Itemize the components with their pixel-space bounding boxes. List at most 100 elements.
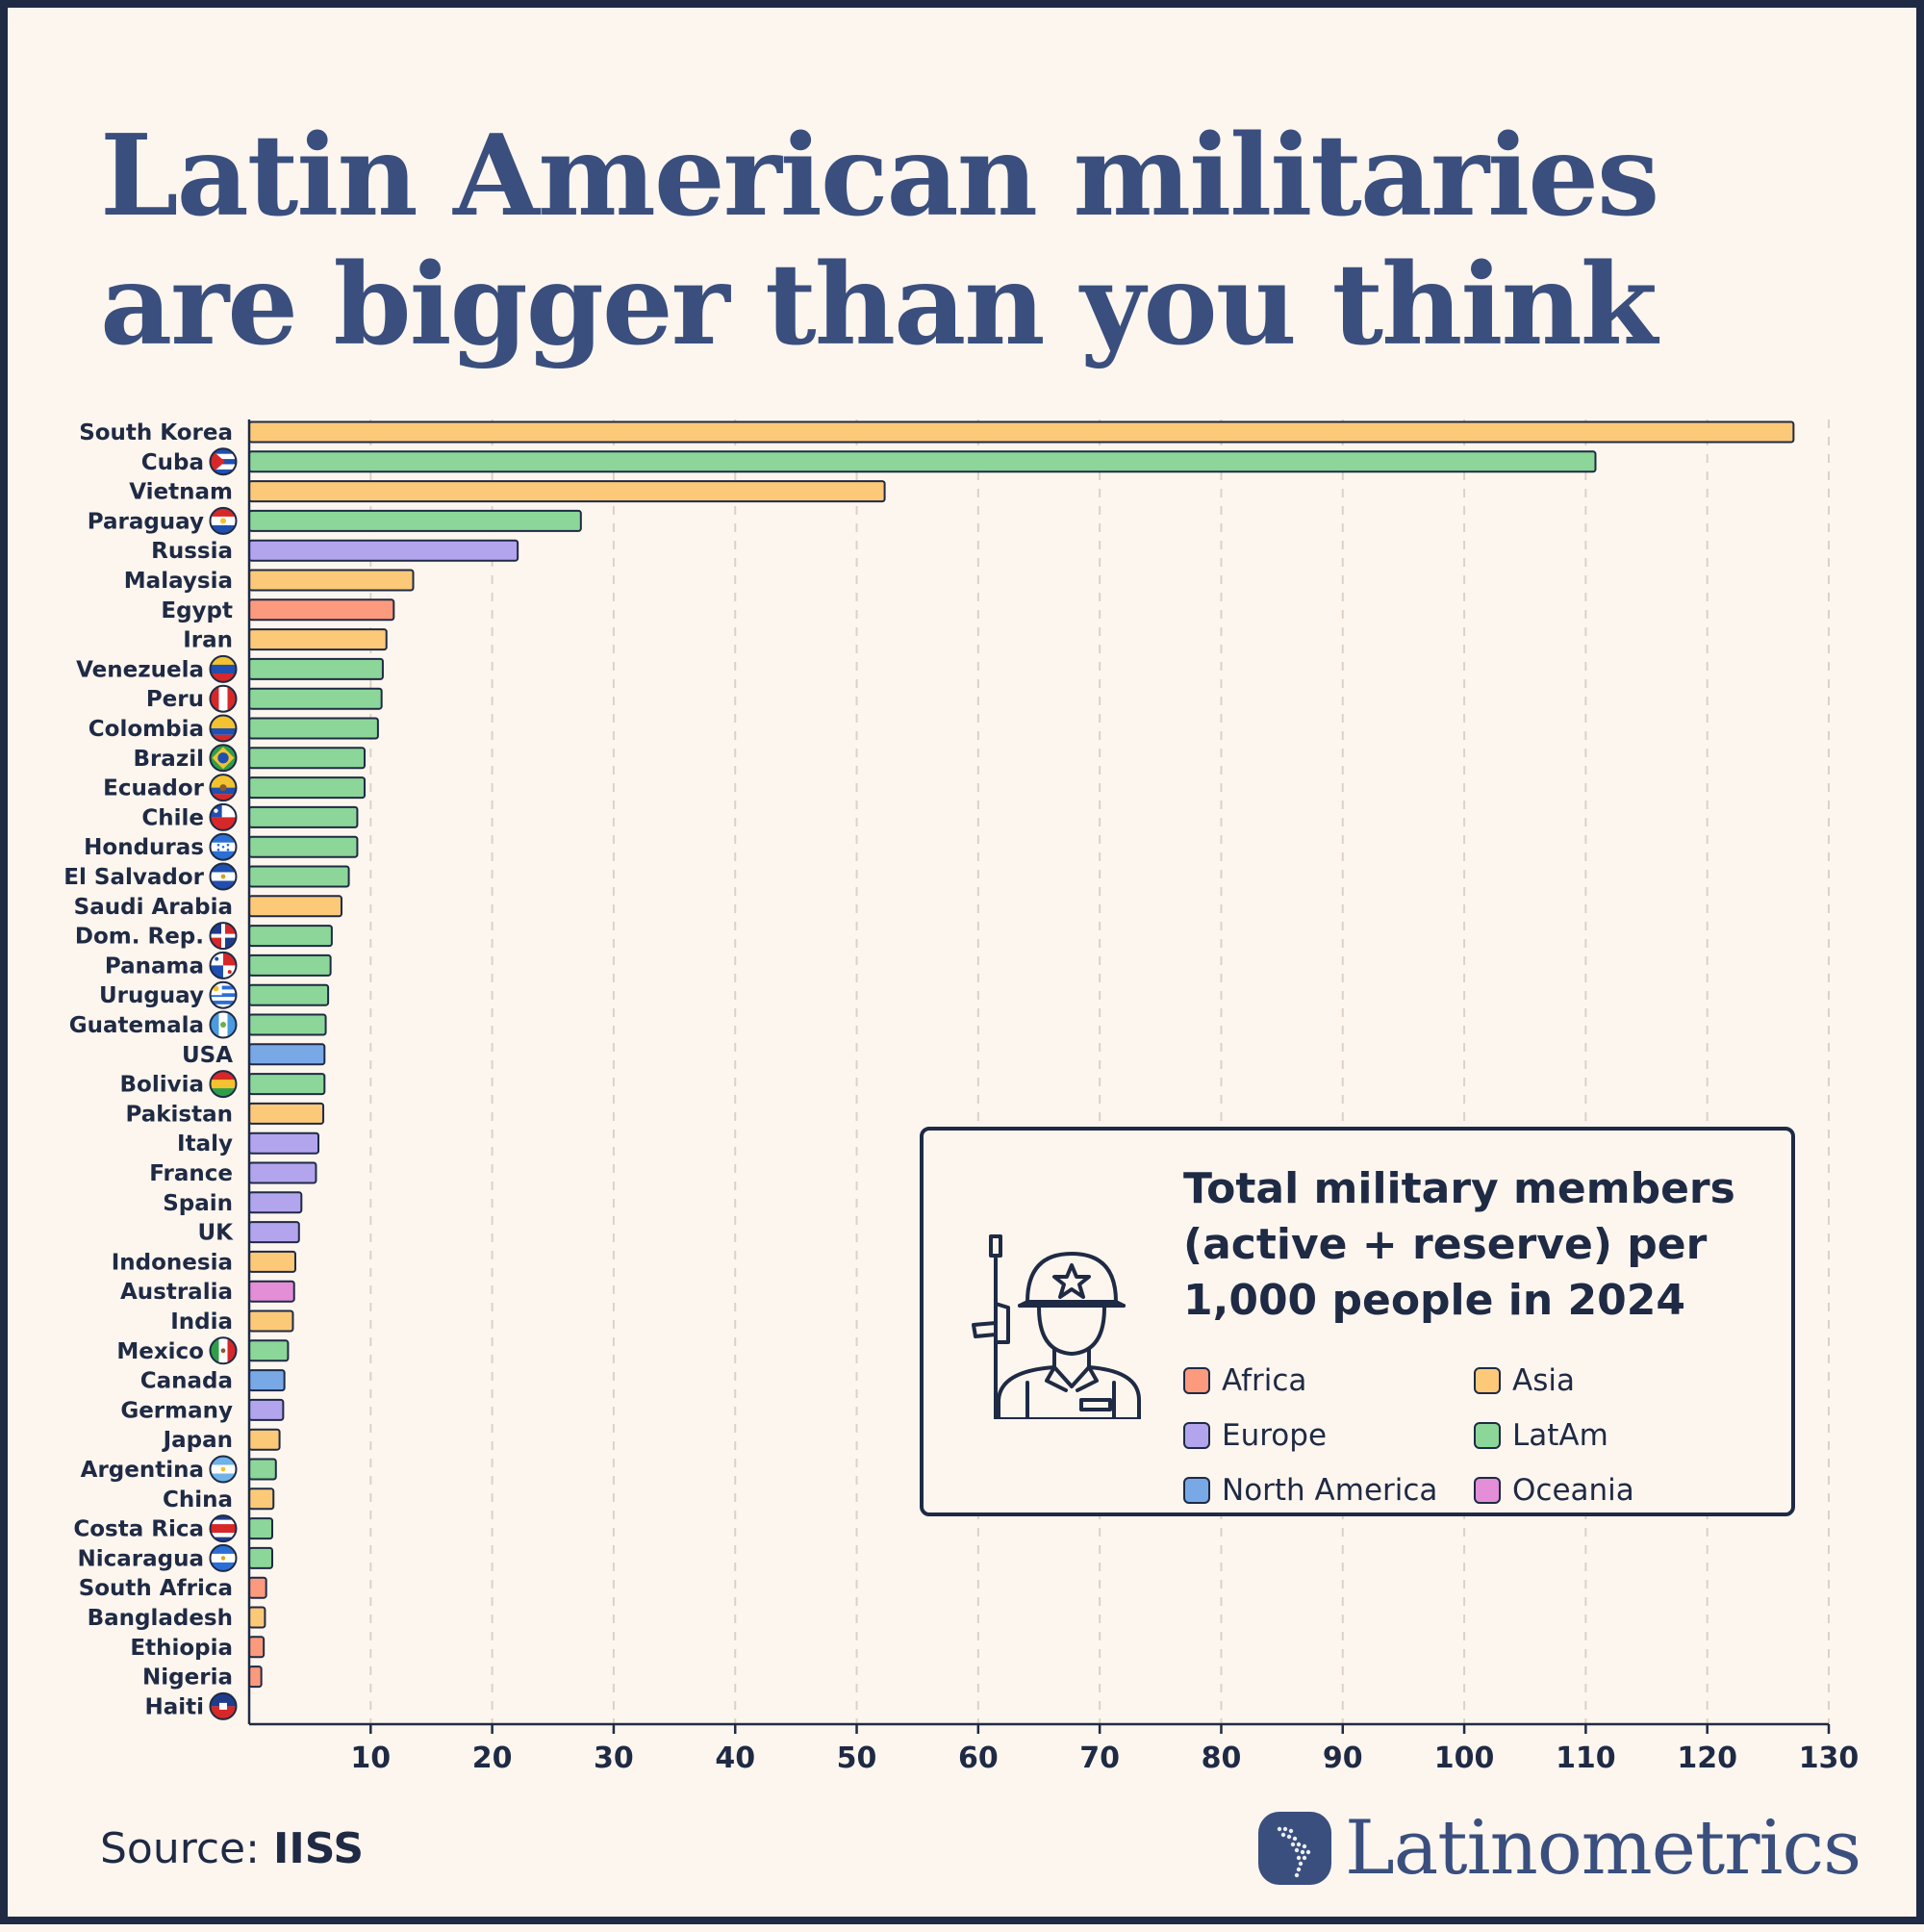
bar (248, 539, 519, 562)
x-tick-label: 30 (594, 1741, 634, 1775)
bar-label: Costa Rica (73, 1517, 204, 1542)
x-tick-label: 10 (350, 1741, 391, 1775)
bar-label: Spain (163, 1191, 233, 1216)
x-tick-label: 50 (837, 1741, 877, 1775)
source-prefix: Source: (100, 1824, 260, 1873)
bar-label: Uruguay (99, 983, 204, 1008)
bar (248, 1250, 296, 1273)
bar (248, 598, 395, 622)
flag-py-icon (209, 506, 238, 535)
bar-label: India (170, 1309, 233, 1335)
bar (248, 1339, 290, 1362)
bar-label: Mexico (116, 1339, 204, 1364)
bar-label: France (149, 1161, 233, 1186)
bar (248, 717, 379, 740)
bar (248, 657, 384, 680)
bar (248, 953, 332, 977)
bar (248, 1398, 285, 1421)
bar (248, 628, 388, 651)
bar (248, 1636, 266, 1659)
bar (248, 835, 359, 858)
bar (248, 1043, 326, 1066)
bar-label: Egypt (161, 598, 233, 623)
flag-pe-icon (209, 684, 238, 713)
chart-title: Latin American militaries are bigger tha… (100, 111, 1659, 370)
legend-swatch (1183, 1422, 1210, 1449)
legend-label: LatAm (1512, 1418, 1608, 1453)
legend-label: Asia (1512, 1363, 1575, 1398)
bar-label: Bolivia (120, 1073, 205, 1098)
x-tick-label: 80 (1202, 1741, 1242, 1775)
bar (248, 1191, 303, 1214)
bar (248, 1665, 263, 1689)
bar (248, 1517, 273, 1540)
bar-label: Chile (141, 805, 204, 830)
legend-label: Africa (1222, 1363, 1307, 1398)
brand-logo: Latinometrics (1258, 1805, 1861, 1892)
legend-item-europe: Europe (1183, 1416, 1327, 1455)
bar-label: Canada (140, 1369, 233, 1394)
bar (248, 1546, 273, 1569)
bar (248, 895, 342, 918)
bar-label: South Africa (79, 1576, 233, 1601)
bar-label: Peru (146, 687, 204, 712)
x-tick-label: 20 (472, 1741, 513, 1775)
flag-ve-icon (209, 654, 238, 683)
legend-label: Europe (1222, 1418, 1328, 1453)
bar (248, 1458, 277, 1481)
bar-label: Japan (162, 1428, 233, 1453)
x-tick-label: 70 (1079, 1741, 1120, 1775)
bar (248, 1428, 281, 1451)
bar-label: Panama (105, 953, 204, 979)
source-note: Source: IISS (100, 1824, 364, 1873)
bar-label: Cuba (141, 450, 204, 475)
bar (248, 776, 366, 800)
bar (248, 1013, 327, 1036)
bar (248, 1221, 300, 1244)
legend-item-africa: Africa (1183, 1361, 1306, 1400)
flag-ht-icon (209, 1691, 238, 1720)
bar-label: Haiti (144, 1694, 204, 1719)
bar-label: Ecuador (103, 776, 205, 801)
bar (248, 687, 383, 710)
flag-co-icon (209, 714, 238, 743)
x-tick-label: 110 (1556, 1741, 1616, 1775)
bar-label: Honduras (84, 835, 204, 860)
bar (248, 1131, 319, 1155)
flag-ec-icon (209, 774, 238, 802)
legend-swatch (1474, 1422, 1501, 1449)
flag-gt-icon (209, 1010, 238, 1039)
bar (248, 509, 582, 532)
legend-swatch (1474, 1367, 1501, 1394)
bar-label: Colombia (89, 717, 204, 742)
bar-label: Argentina (81, 1458, 204, 1483)
bar-label: South Korea (79, 420, 233, 445)
bar (248, 1576, 267, 1599)
bar-label: Indonesia (112, 1250, 233, 1275)
legend-item-oceania: Oceania (1474, 1471, 1634, 1510)
x-tick-label: 100 (1434, 1741, 1495, 1775)
bar-chart: South Korea Cuba Vietnam Paraguay Russia Mala… (63, 419, 1859, 1775)
bar-label: China (163, 1487, 233, 1513)
x-tick-label: 60 (958, 1741, 999, 1775)
legend-label: North America (1222, 1473, 1438, 1508)
soldier-icon (972, 1234, 1141, 1419)
bar-label: Vietnam (129, 480, 233, 505)
bar-label: El Salvador (63, 865, 204, 890)
legend-swatch (1474, 1477, 1501, 1504)
bar-label: Australia (120, 1280, 233, 1305)
legend-swatch (1183, 1367, 1210, 1394)
bar-label: Dom. Rep. (75, 925, 204, 950)
bar-label: Italy (177, 1131, 233, 1157)
legend-title: Total military members (active + reserve… (1183, 1164, 1735, 1325)
bar (248, 865, 350, 888)
flag-cr-icon (209, 1514, 238, 1543)
flag-pa-icon (209, 951, 238, 979)
bar-label: Ethiopia (130, 1636, 233, 1661)
legend-box: Total military members (active + reserve… (920, 1127, 1795, 1516)
bar (248, 569, 415, 592)
bar (248, 1487, 275, 1511)
legend-label: Oceania (1512, 1473, 1634, 1508)
bar-label: Russia (151, 539, 233, 564)
